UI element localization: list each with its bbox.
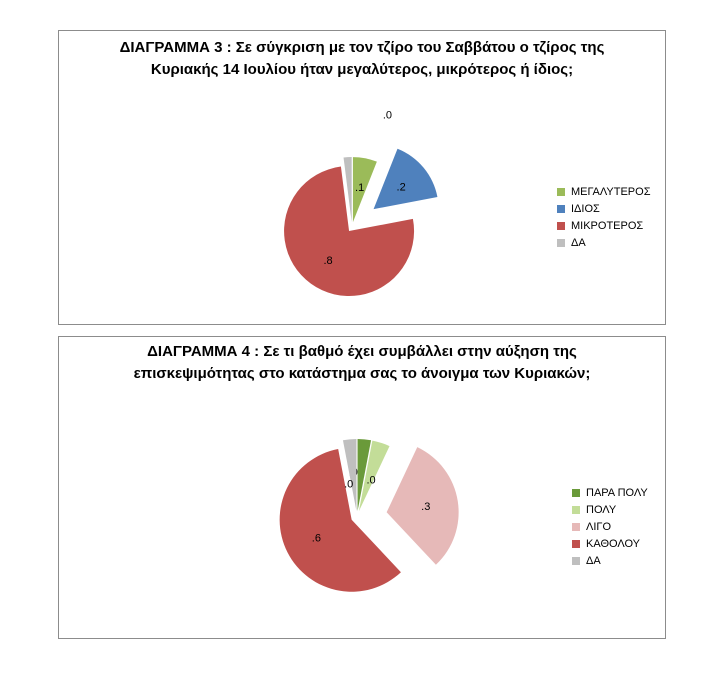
pie-slice — [352, 157, 377, 223]
legend-label: ΛΙΓΟ — [586, 520, 612, 533]
legend-swatch — [572, 505, 580, 514]
pie-slice — [342, 439, 357, 512]
legend-item-katholou: ΚΑΘΟΛΟΥ — [572, 535, 648, 552]
legend-item-idios: ΙΔΙΟΣ — [557, 200, 651, 217]
data-label: .1 — [355, 182, 364, 194]
data-label: .0 — [366, 475, 375, 487]
legend-swatch — [572, 539, 580, 548]
legend-label: ΙΔΙΟΣ — [571, 202, 600, 215]
legend-item-da: ΔΑ — [572, 552, 648, 569]
legend-swatch — [557, 187, 565, 196]
legend-swatch — [557, 221, 565, 230]
legend-item-poly: ΠΟΛΥ — [572, 501, 648, 518]
data-label: .8 — [323, 255, 332, 267]
legend-label: ΔΑ — [571, 236, 586, 249]
chart-3-title: ΔΙΑΓΡΑΜΜΑ 3 : Σε σύγκριση με τον τζίρο τ… — [119, 39, 605, 78]
pie-slice — [284, 166, 415, 297]
pie-slice — [358, 440, 390, 512]
data-label: .6 — [312, 533, 321, 545]
legend-swatch — [572, 488, 580, 497]
legend-item-megalyteros: ΜΕΓΑΛΥΤΕΡΟΣ — [557, 183, 651, 200]
legend-swatch — [572, 522, 580, 531]
legend-item-ligo: ΛΙΓΟ — [572, 518, 648, 535]
legend-label: ΠΑΡΑ ΠΟΛΥ — [586, 486, 648, 499]
legend-label: ΜΙΚΡΟΤΕΡΟΣ — [571, 219, 644, 232]
legend-swatch — [557, 204, 565, 213]
chart-3-panel: .1 .2 .8 .0 ΔΙΑΓΡΑΜΜΑ 3 : Σε σύγκριση με το… — [58, 30, 666, 325]
chart-4-title: ΔΙΑΓΡΑΜΜΑ 4 : Σε τι βαθμό έχει συμβάλλει… — [133, 343, 591, 382]
data-label: .0 — [344, 479, 353, 491]
legend-item-para-poly: ΠΑΡΑ ΠΟΛΥ — [572, 484, 648, 501]
pie-slice — [357, 439, 372, 512]
data-label: .2 — [397, 181, 406, 193]
legend-label: ΜΕΓΑΛΥΤΕΡΟΣ — [571, 185, 651, 198]
legend-item-mikroteros: ΜΙΚΡΟΤΕΡΟΣ — [557, 217, 651, 234]
pie-slice — [373, 148, 438, 210]
data-label: .0 — [383, 109, 392, 121]
chart-3-legend: ΜΕΓΑΛΥΤΕΡΟΣ ΙΔΙΟΣ ΜΙΚΡΟΤΕΡΟΣ ΔΑ — [557, 183, 651, 251]
legend-label: ΚΑΘΟΛΟΥ — [586, 537, 641, 550]
chart-4-panel: .0.0.3.6.0 ΔΙΑΓΡΑΜΜΑ 4 : Σε τι βαθμό έχε… — [58, 336, 666, 639]
legend-label: ΔΑ — [586, 554, 601, 567]
legend-item-da: ΔΑ — [557, 234, 651, 251]
pie-slice — [386, 447, 459, 565]
pie-slice — [343, 157, 352, 223]
chart-4-legend: ΠΑΡΑ ΠΟΛΥ ΠΟΛΥ ΛΙΓΟ ΚΑΘΟΛΟΥ ΔΑ — [572, 484, 648, 569]
pie-slice — [279, 448, 401, 592]
legend-swatch — [572, 556, 580, 565]
pie-chart-3: .1 .2 .8 .0 — [284, 109, 438, 297]
data-label: .3 — [421, 501, 430, 513]
legend-label: ΠΟΛΥ — [586, 503, 617, 516]
legend-swatch — [557, 238, 565, 247]
pie-chart-4: .0.0.3.6.0 — [279, 439, 459, 592]
